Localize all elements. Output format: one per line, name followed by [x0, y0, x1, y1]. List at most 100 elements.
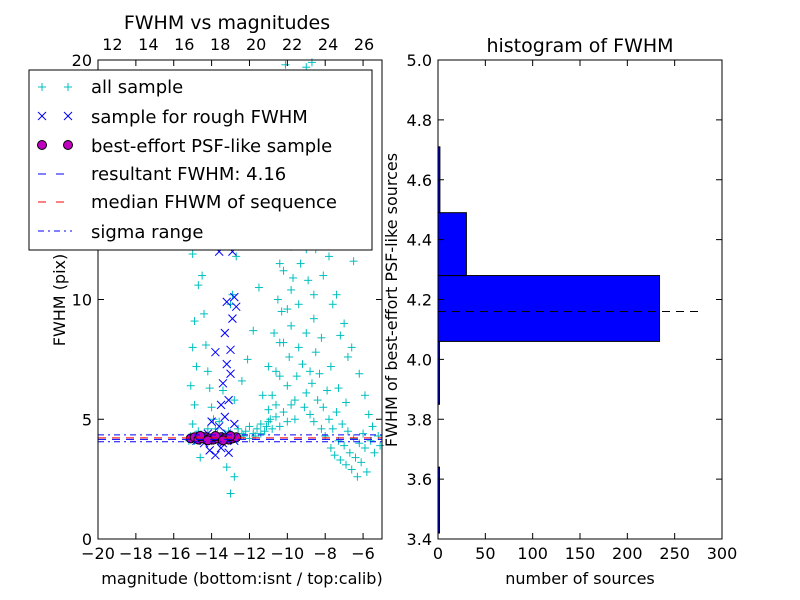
- x-tick-label: 50: [475, 544, 495, 563]
- scatter-point: [324, 252, 333, 261]
- top-tick-label: 20: [246, 35, 266, 54]
- scatter-point: [203, 367, 212, 376]
- scatter-point: [343, 352, 352, 361]
- legend-label: sample for rough FWHM: [91, 107, 308, 128]
- scatter-point: [243, 355, 252, 364]
- histogram-panel: histogram of FWHM 0 50 100 150 200 250 300 3.4…: [382, 35, 737, 588]
- y-tick-label: 4.2: [407, 291, 432, 310]
- rough-sample-point: [231, 302, 241, 312]
- scatter-point: [311, 348, 320, 357]
- scatter-point: [340, 319, 349, 328]
- scatter-point: [207, 403, 216, 412]
- scatter-point: [317, 424, 326, 433]
- rough-sample-point-b: [220, 328, 230, 338]
- scatter-point: [186, 381, 195, 390]
- scatter-point: [281, 60, 290, 69]
- scatter-y-axis-label: FWHM (pix): [50, 254, 69, 347]
- rough-sample-point: [222, 297, 232, 307]
- y-tick-label: 20: [72, 51, 92, 70]
- x-tick-label: −10: [270, 544, 304, 563]
- scatter-point: [304, 276, 313, 285]
- scatter-point: [292, 372, 301, 381]
- scatter-point: [368, 422, 377, 431]
- rough-sample-point-b: [222, 359, 232, 369]
- x-tick-label: 100: [517, 544, 548, 563]
- scatter-point: [360, 391, 369, 400]
- legend-item-all-sample: all sample: [38, 77, 183, 98]
- rough-sample-point-b: [224, 395, 233, 405]
- top-tick-label: 22: [282, 35, 302, 54]
- x-tick-label: 250: [659, 544, 690, 563]
- scatter-point: [317, 333, 326, 342]
- scatter-point: [309, 417, 318, 426]
- scatter-point: [198, 271, 207, 280]
- y-tick-label: 3.6: [407, 470, 432, 489]
- scatter-point: [188, 249, 197, 258]
- scatter-point: [237, 376, 246, 385]
- rough-sample-point: [211, 347, 220, 357]
- x-tick-label: 0: [433, 544, 443, 563]
- scatter-point: [351, 453, 360, 462]
- scatter-point: [355, 439, 364, 448]
- legend-marker-plus: [38, 83, 72, 91]
- legend-item-resultant-fwhm: resultant FWHM: 4.16: [38, 164, 286, 185]
- scatter-point: [338, 420, 347, 429]
- rough-sample-point-b: [231, 302, 241, 312]
- legend-label: resultant FWHM: 4.16: [91, 164, 286, 185]
- scatter-point: [287, 400, 296, 409]
- scatter-point: [256, 420, 265, 429]
- scatter-point: [285, 352, 294, 361]
- rough-sample-point: [226, 345, 235, 355]
- scatter-point: [230, 472, 239, 481]
- rough-sample-point: [216, 400, 226, 410]
- scatter-point: [302, 388, 311, 397]
- scatter-point: [336, 331, 345, 340]
- scatter-point: [258, 391, 267, 400]
- scatter-point: [270, 329, 279, 338]
- scatter-point: [279, 338, 288, 347]
- x-tick-label: −12: [233, 544, 267, 563]
- scatter-point: [222, 463, 231, 472]
- rough-sample-point-b: [222, 297, 232, 307]
- scatter-point: [264, 362, 273, 371]
- histogram-y-axis-label: FWHM of best-effort PSF-like sources: [382, 153, 401, 447]
- rough-sample-point-b: [224, 448, 233, 458]
- scatter-point: [188, 343, 197, 352]
- top-tick-label: 18: [210, 35, 230, 54]
- scatter-x-axis: −20 −18 −16 −14 −12 −10 −8 −6: [81, 60, 375, 563]
- y-tick-label: 5.0: [407, 51, 432, 70]
- scatter-point: [360, 443, 369, 452]
- histogram-bars: [437, 146, 661, 534]
- scatter-point: [355, 369, 364, 378]
- legend-marker-circle: [37, 140, 73, 150]
- histogram-y-axis: 3.4 3.6 3.8 4.0 4.2 4.4 4.6 4.8 5.0: [407, 51, 722, 549]
- top-tick-label: 26: [354, 35, 374, 54]
- scatter-point: [226, 489, 235, 498]
- scatter-point: [245, 422, 254, 431]
- scatter-point: [203, 424, 212, 433]
- scatter-point: [306, 410, 315, 419]
- scatter-point: [264, 405, 273, 414]
- scatter-point: [321, 432, 330, 441]
- scatter-point: [268, 424, 277, 433]
- scatter-point: [319, 271, 328, 280]
- legend-item-psf-sample: best-effort PSF-like sample: [37, 136, 332, 157]
- scatter-point: [188, 420, 197, 429]
- scatter-point: [279, 408, 288, 417]
- rough-sample-point: [207, 417, 216, 426]
- scatter-point: [343, 427, 352, 436]
- scatter-point: [296, 259, 305, 268]
- rough-sample-point-b: [228, 314, 237, 324]
- rough-sample-point-b: [214, 422, 224, 431]
- x-tick-label: −16: [157, 544, 191, 563]
- scatter-point: [241, 427, 250, 436]
- histogram-x-axis-label: number of sources: [505, 569, 655, 588]
- rough-sample-point: [211, 450, 220, 460]
- histogram-bar: [437, 212, 467, 277]
- y-tick-label: 0: [82, 530, 92, 549]
- rough-sample-point: [224, 448, 233, 458]
- scatter-point: [357, 458, 366, 467]
- rough-sample-point: [220, 412, 230, 422]
- scatter-point: [262, 422, 271, 431]
- scatter-point: [287, 285, 296, 294]
